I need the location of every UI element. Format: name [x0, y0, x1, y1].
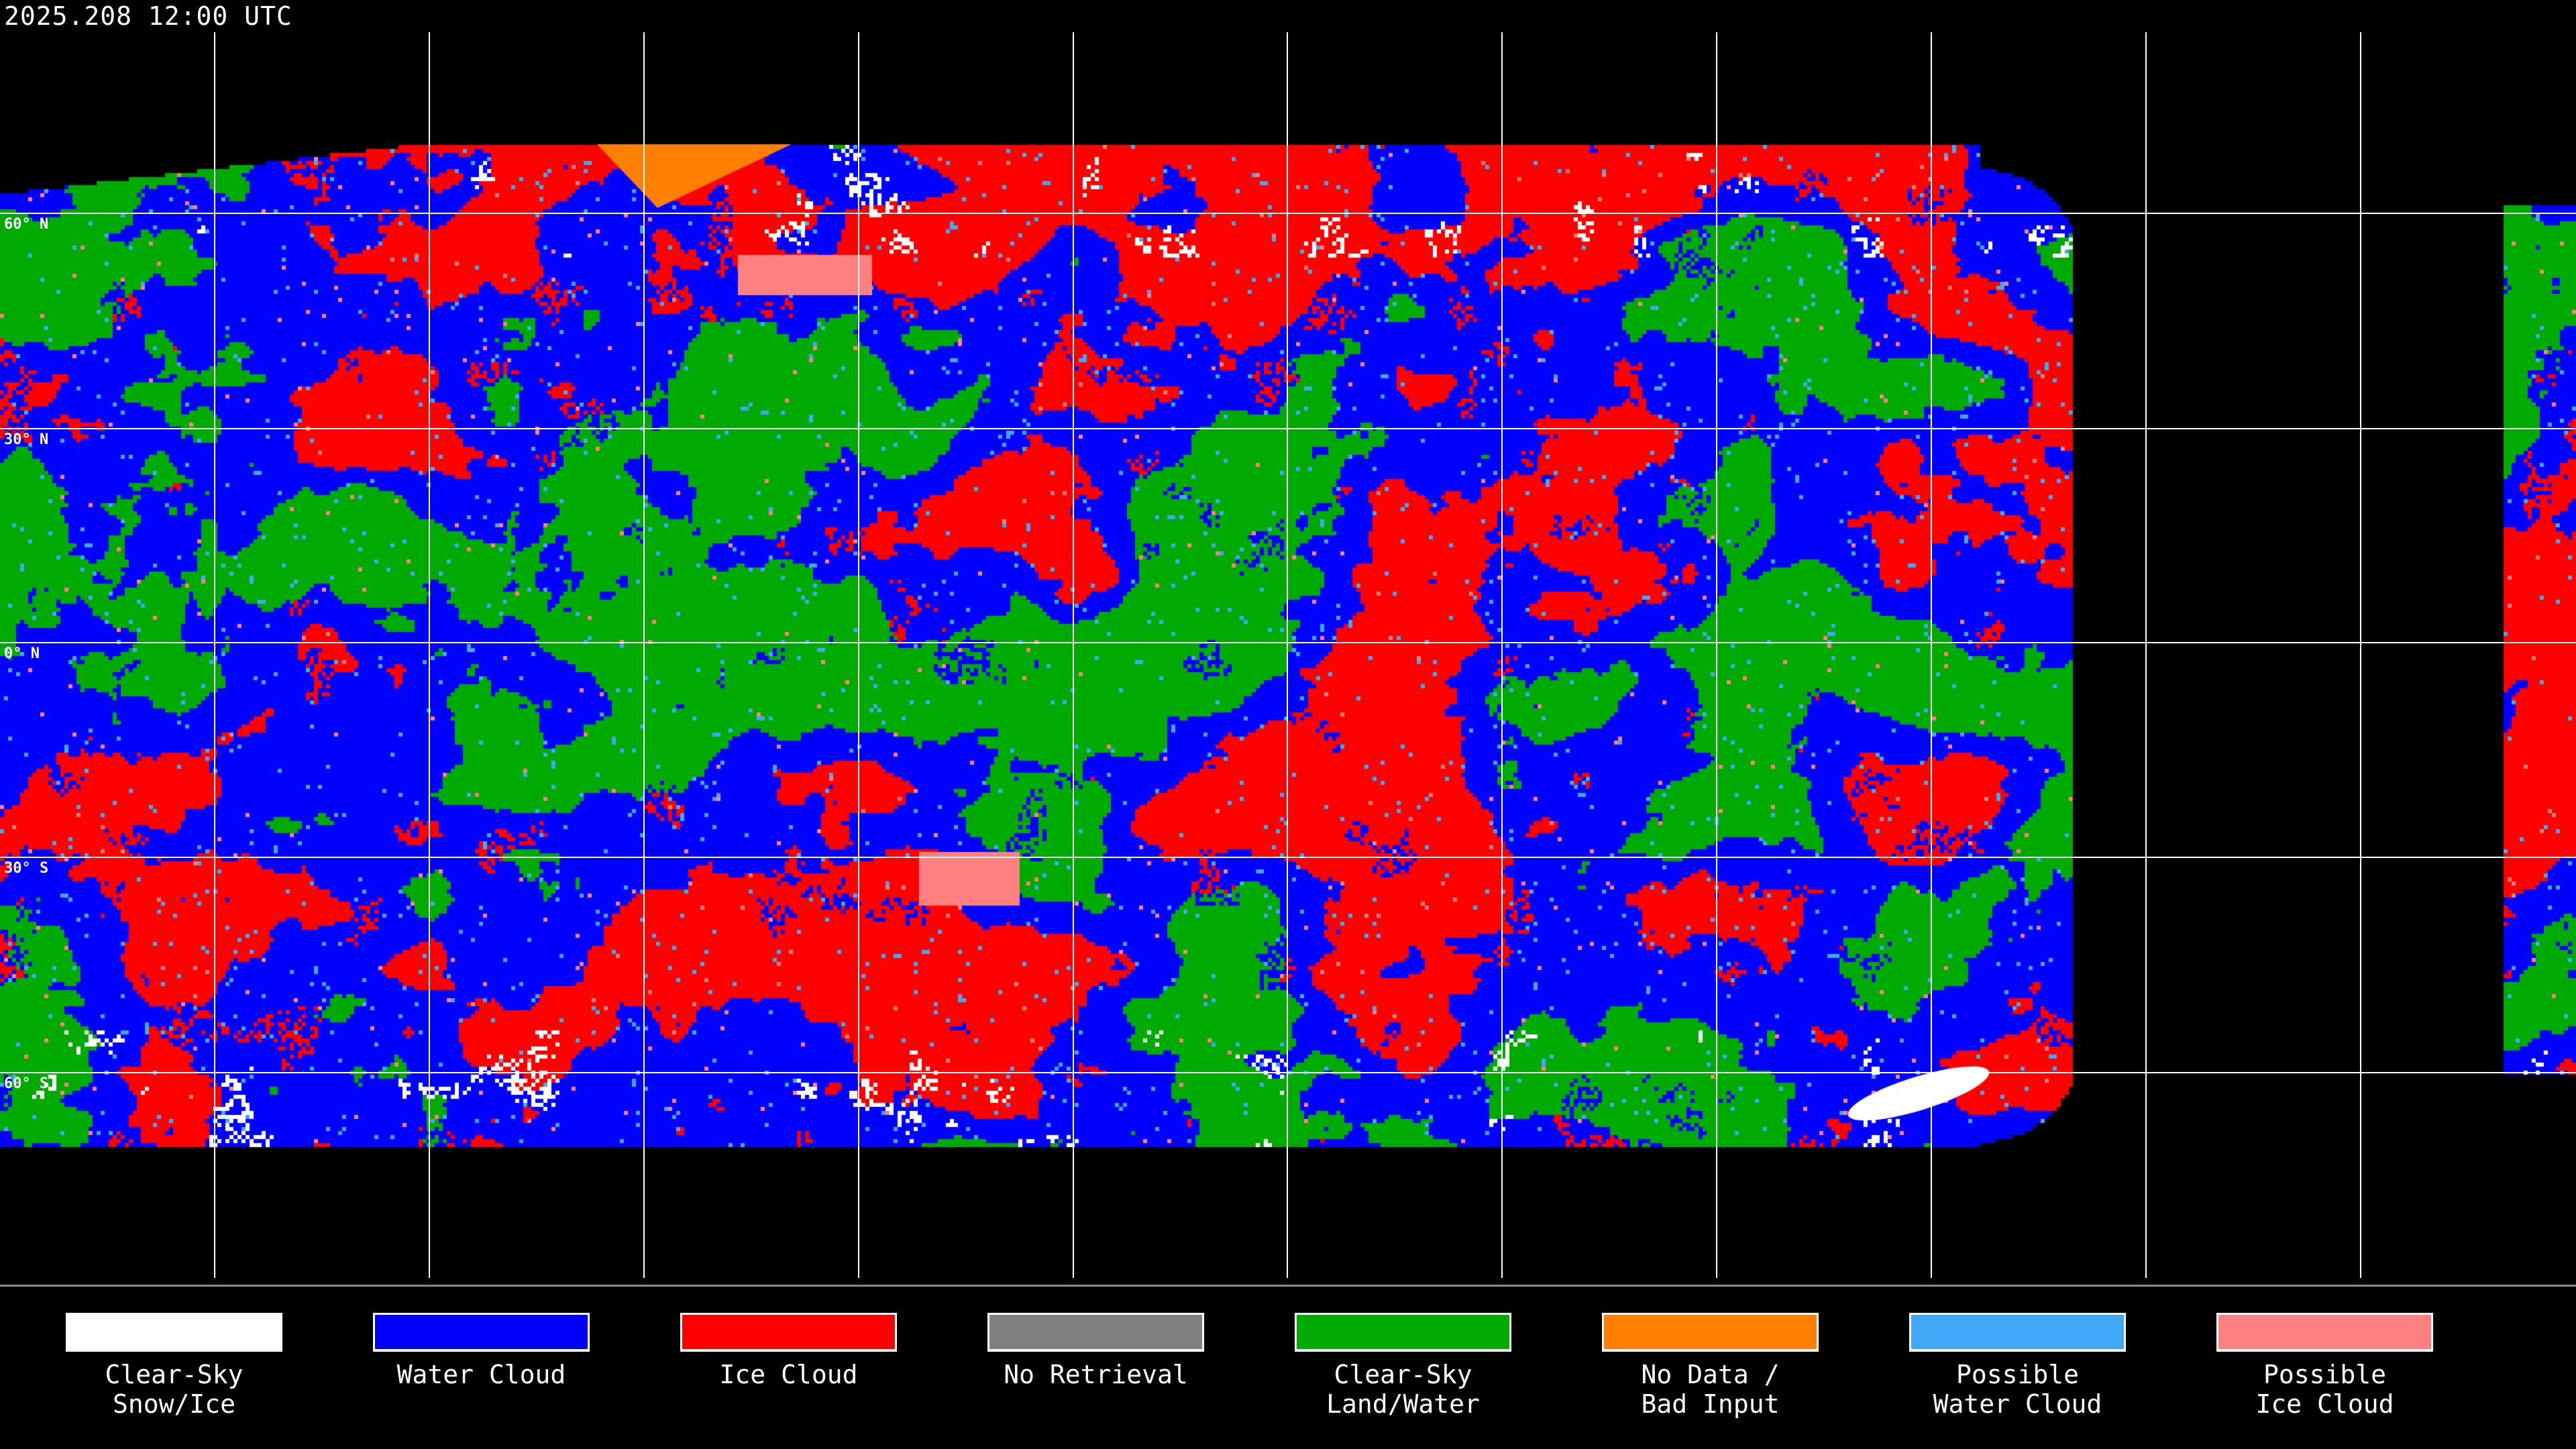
legend-ice-cloud: Ice Cloud [680, 1313, 897, 1389]
lat-label-0n: 0° N [4, 645, 40, 662]
legend-label: No Retrieval [1004, 1360, 1188, 1389]
legend-swatch [680, 1313, 897, 1352]
legend-label: Snow/Ice [112, 1389, 236, 1419]
legend-label: Clear-Sky [1334, 1360, 1472, 1389]
legend-swatch [1295, 1313, 1511, 1352]
legend-swatch [373, 1313, 590, 1352]
lat-label-30s: 30° S [4, 860, 49, 877]
legend-label: No Data / [1641, 1360, 1780, 1389]
lat-label-30n: 30° N [4, 431, 49, 448]
legend-water-cloud: Water Cloud [373, 1313, 590, 1389]
lat-label-60n: 60° N [4, 216, 49, 233]
legend-clear-sky-snow-ice: Clear-Sky Snow/Ice [66, 1313, 282, 1419]
legend-label: Ice Cloud [2255, 1389, 2394, 1419]
timestamp-title: 2025.208 12:00 UTC [4, 1, 292, 31]
legend-swatch [1602, 1313, 1819, 1352]
cloud-phase-map: 2025.208 12:00 UTC 60° N 30° N 0° N 30° … [0, 0, 2576, 1287]
legend-possible-ice-cloud: Possible Ice Cloud [2216, 1313, 2433, 1419]
legend-label: Possible [1955, 1360, 2080, 1389]
legend-label: Possible [2263, 1360, 2387, 1389]
legend-swatch [2216, 1313, 2433, 1352]
legend-no-data: No Data / Bad Input [1602, 1313, 1819, 1419]
lat-label-60s: 60° S [4, 1075, 49, 1092]
legend-possible-water-cloud: Possible Water Cloud [1909, 1313, 2126, 1419]
legend-swatch [66, 1313, 282, 1352]
legend-label: Water Cloud [396, 1360, 566, 1389]
legend-label: Water Cloud [1933, 1389, 2102, 1419]
legend-no-retrieval: No Retrieval [987, 1313, 1204, 1389]
legend-label: Clear-Sky [105, 1360, 244, 1389]
legend-label: Bad Input [1641, 1389, 1780, 1419]
legend-label: Ice Cloud [719, 1360, 858, 1389]
legend-clear-sky-land-water: Clear-Sky Land/Water [1295, 1313, 1511, 1419]
legend-label: Land/Water [1326, 1389, 1480, 1419]
legend-swatch [987, 1313, 1204, 1352]
lat-lon-grid [0, 32, 2576, 1278]
legend-swatch [1909, 1313, 2126, 1352]
